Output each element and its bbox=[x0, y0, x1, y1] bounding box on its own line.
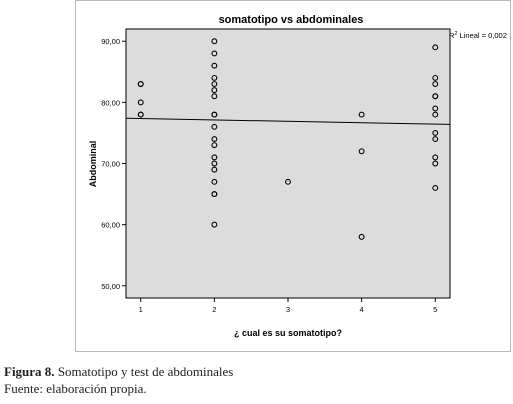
data-point bbox=[211, 50, 218, 57]
data-point bbox=[211, 178, 218, 185]
figure-caption: Figura 8. Somatotipo y test de abdominal… bbox=[4, 364, 233, 380]
data-point bbox=[358, 111, 365, 118]
y-tick-label: 50,00 bbox=[101, 282, 120, 291]
data-point bbox=[358, 233, 365, 240]
y-tick-label: 70,00 bbox=[101, 160, 120, 169]
figure-label: Figura 8. bbox=[4, 364, 55, 379]
data-point bbox=[211, 93, 218, 100]
x-tick-label: 4 bbox=[360, 305, 364, 314]
data-point bbox=[432, 105, 439, 112]
scatter-chart: somatotipo vs abdominales 50,00 60,00 70,0… bbox=[88, 14, 507, 338]
figure-source: Fuente: elaboración propia. bbox=[4, 381, 147, 396]
data-point bbox=[211, 160, 218, 167]
data-point bbox=[211, 38, 218, 45]
data-point bbox=[211, 123, 218, 130]
x-tick-label: 1 bbox=[139, 305, 143, 314]
data-point bbox=[432, 160, 439, 167]
data-point bbox=[211, 62, 218, 69]
fit-line-group bbox=[125, 117, 451, 125]
data-point bbox=[358, 148, 365, 155]
data-point bbox=[211, 87, 218, 94]
y-tick-label: 90,00 bbox=[101, 37, 120, 46]
data-point bbox=[211, 111, 218, 118]
data-point bbox=[432, 154, 439, 161]
y-tick-label: 80,00 bbox=[101, 98, 120, 107]
x-axis-title: ¿ cual es su somatotipo? bbox=[234, 328, 342, 338]
data-point bbox=[432, 81, 439, 87]
data-point bbox=[137, 81, 144, 87]
data-point bbox=[211, 81, 218, 87]
x-axis: 1 2 3 4 5 bbox=[139, 298, 437, 314]
y-tick-label: 60,00 bbox=[101, 221, 120, 230]
r2-label: R2 Lineal = 0,002 bbox=[449, 31, 507, 40]
figure-caption-text: Somatotipo y test de abdominales bbox=[54, 364, 234, 379]
data-point bbox=[432, 111, 439, 118]
data-point bbox=[432, 185, 439, 191]
data-points bbox=[137, 38, 439, 240]
plot-area bbox=[125, 28, 451, 299]
data-point bbox=[432, 136, 439, 142]
chart-title: somatotipo vs abdominales bbox=[219, 14, 364, 26]
x-tick-label: 5 bbox=[433, 305, 437, 314]
data-point bbox=[211, 166, 218, 173]
data-point bbox=[432, 93, 439, 100]
data-point bbox=[432, 129, 439, 136]
data-point bbox=[137, 111, 144, 118]
fit-line bbox=[125, 117, 451, 125]
data-point bbox=[211, 142, 218, 149]
x-tick-label: 2 bbox=[212, 305, 216, 314]
data-point bbox=[137, 99, 144, 106]
data-point bbox=[211, 74, 218, 81]
x-tick-label: 3 bbox=[286, 305, 290, 314]
data-point bbox=[285, 178, 291, 185]
chart-frame: somatotipo vs abdominales 50,00 60,00 70,0… bbox=[75, 0, 511, 352]
data-point bbox=[211, 154, 218, 161]
y-axis: 50,00 60,00 70,00 80,00 90,00 bbox=[101, 37, 126, 291]
data-point bbox=[211, 191, 218, 198]
data-point bbox=[432, 74, 439, 81]
data-point bbox=[211, 221, 218, 228]
y-axis-title: Abdominal bbox=[88, 141, 98, 188]
data-point bbox=[432, 44, 439, 51]
data-point bbox=[211, 136, 218, 142]
